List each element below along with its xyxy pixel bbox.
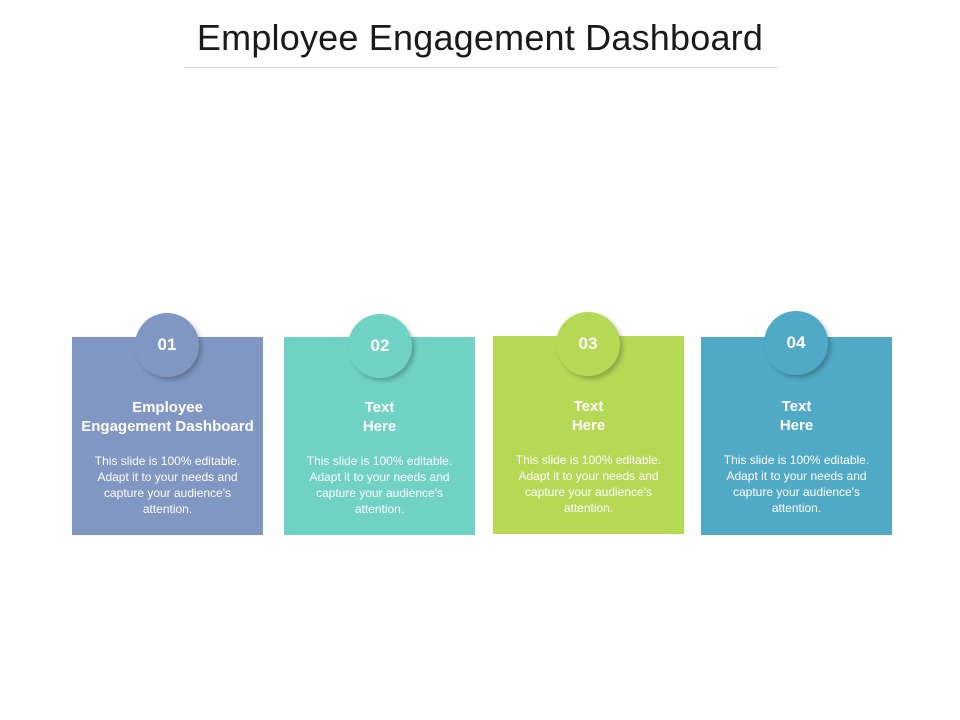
card-body-text: This slide is 100% editable. Adapt it to… — [306, 454, 453, 516]
card-title-line2: Engagement Dashboard — [81, 418, 254, 435]
title-divider — [184, 67, 778, 68]
card-title-line2: Here — [779, 417, 814, 434]
card-body-text: This slide is 100% editable. Adapt it to… — [515, 453, 662, 515]
number-badge-2: 02 — [348, 314, 412, 378]
number-badge-1: 01 — [135, 313, 199, 377]
card-title-line1: Text — [781, 398, 812, 415]
card-title-line1: Employee — [132, 399, 203, 416]
card-title-line1: Text — [364, 399, 395, 416]
slide-title: Employee Engagement Dashboard — [196, 17, 764, 58]
card-title-line2: Here — [571, 417, 606, 434]
card-title: Text Here — [701, 397, 892, 435]
card-title: Text Here — [284, 398, 475, 436]
number-badge-4: 04 — [764, 311, 828, 375]
card-title: Text Here — [493, 397, 684, 435]
card-title: Employee Engagement Dashboard — [72, 398, 263, 436]
card-title-line1: Text — [573, 398, 604, 415]
card-body-text: This slide is 100% editable. Adapt it to… — [94, 454, 241, 516]
card-2: Text Here This slide is 100% editable. A… — [284, 337, 475, 535]
number-badge-3: 03 — [556, 312, 620, 376]
card-title-line2: Here — [362, 418, 397, 435]
card-body-text: This slide is 100% editable. Adapt it to… — [723, 453, 870, 515]
